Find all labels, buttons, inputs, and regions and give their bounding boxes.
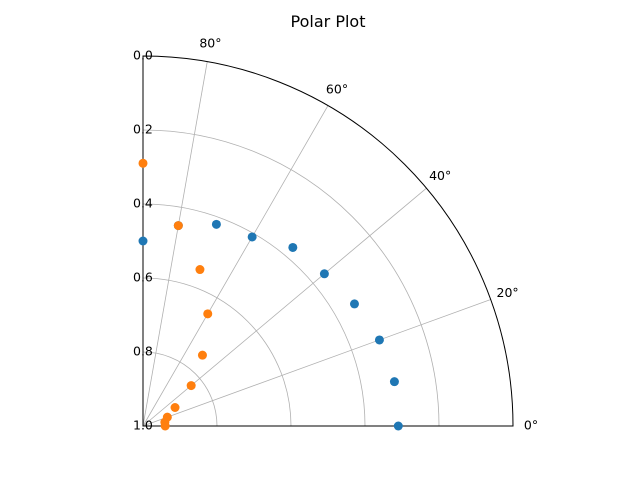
r-grid-arc [142,129,440,427]
marker-layer [138,158,403,431]
r-tick-label: 0.2 [133,122,153,137]
series-1-point [393,421,403,431]
r-tick-label: 0.6 [133,270,153,285]
theta-tick-label: 0° [524,418,538,433]
theta-tick-label: 80° [199,35,221,50]
polar-frame [142,55,514,427]
theta-grid-line [142,299,491,427]
theta-grid-line [142,61,208,427]
series-2-point [197,350,207,360]
theta-grid-line [142,105,329,427]
series-2-point [162,412,172,422]
series-2-point [138,158,148,168]
series-2-point [170,403,180,412]
r-tick-label: 0.8 [133,344,153,359]
series-1-point [247,232,257,242]
r-tick-label: 0.0 [133,48,153,63]
series-2-point [186,381,196,391]
frame-layer [142,55,514,427]
series-1-point [319,269,329,279]
r-grid-arc [142,277,292,427]
series-2-point [173,221,183,231]
series-1-point [211,219,221,229]
grid-layer [142,61,491,427]
series-1-point [138,236,148,246]
series-2-point [195,265,205,275]
series-1-point [389,377,399,387]
theta-tick-label: 60° [326,82,348,97]
series-1-point [349,299,359,309]
theta-tick-label: 20° [497,285,519,300]
r-grid-arc [142,203,366,427]
theta-tick-label: 40° [429,168,451,183]
r-tick-label: 0.4 [133,196,153,211]
series-1-point [374,335,384,345]
series-1-point [288,242,298,252]
label-layer: 0° 20° 40° 60° 80° 0.0 0.2 0.4 0.6 0.8 1.0 [133,35,538,432]
chart-title: Polar Plot [290,12,366,31]
series-2-point [203,309,213,319]
r-grid-arc [142,351,218,427]
r-tick-label: 1.0 [133,418,153,433]
theta-grid-line [142,187,427,427]
